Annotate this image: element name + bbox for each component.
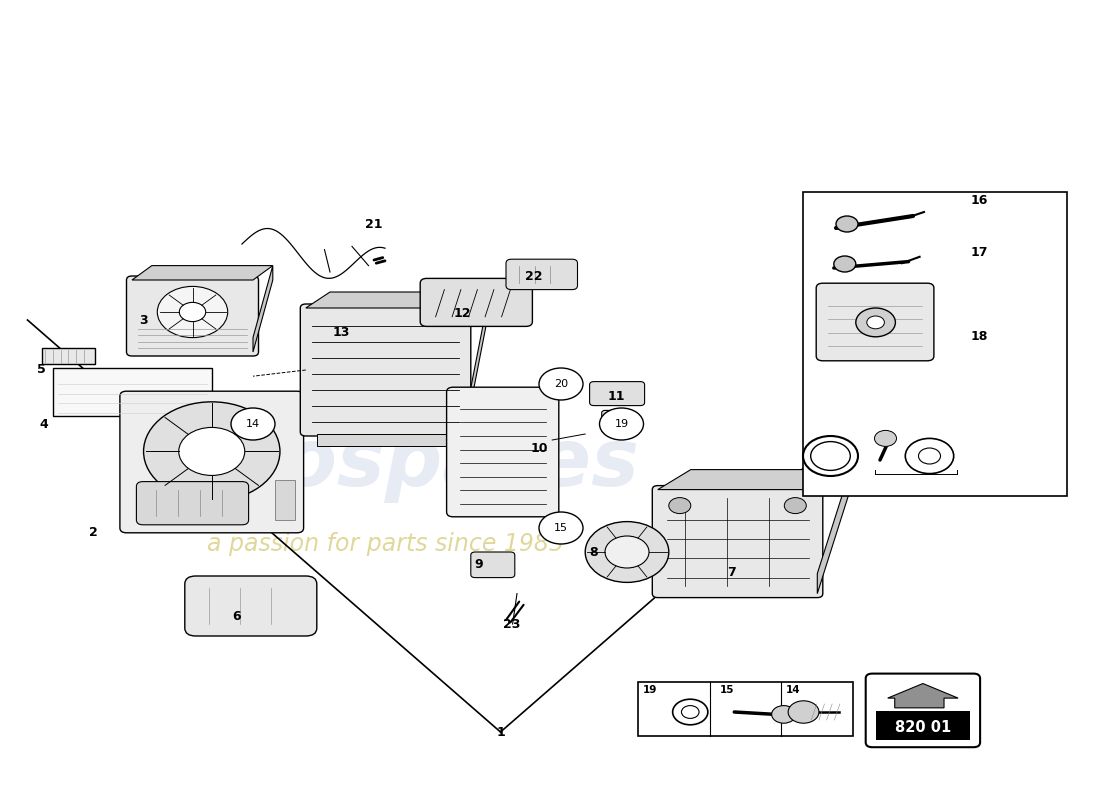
Circle shape	[539, 368, 583, 400]
Text: a passion for parts since 1985: a passion for parts since 1985	[207, 532, 563, 556]
Text: 13: 13	[332, 326, 350, 338]
Circle shape	[681, 706, 698, 718]
Circle shape	[874, 430, 896, 446]
Circle shape	[811, 442, 850, 470]
Text: 5: 5	[37, 363, 46, 376]
Text: 4: 4	[40, 418, 48, 430]
Circle shape	[788, 701, 818, 723]
Text: 10: 10	[530, 442, 548, 454]
Circle shape	[803, 436, 858, 476]
Text: 12: 12	[453, 307, 471, 320]
Circle shape	[231, 408, 275, 440]
FancyBboxPatch shape	[471, 552, 515, 578]
Bar	[317, 434, 454, 446]
FancyBboxPatch shape	[185, 576, 317, 636]
Circle shape	[834, 256, 856, 272]
Text: 7: 7	[727, 566, 736, 578]
Text: 23: 23	[503, 618, 520, 630]
Bar	[275, 480, 295, 520]
Circle shape	[157, 286, 228, 338]
Text: 3: 3	[139, 314, 147, 326]
Text: 19: 19	[615, 419, 628, 429]
FancyBboxPatch shape	[120, 391, 304, 533]
Polygon shape	[888, 683, 958, 708]
Text: 14: 14	[246, 419, 260, 429]
Text: 820 01: 820 01	[894, 721, 952, 735]
Text: 15: 15	[719, 685, 735, 694]
Bar	[638, 682, 852, 736]
Text: 14: 14	[785, 685, 801, 694]
FancyBboxPatch shape	[816, 283, 934, 361]
Bar	[42, 348, 95, 364]
Circle shape	[539, 512, 583, 544]
Text: 1: 1	[496, 726, 505, 738]
FancyBboxPatch shape	[602, 410, 626, 433]
Circle shape	[672, 699, 708, 725]
FancyBboxPatch shape	[300, 304, 471, 436]
Circle shape	[605, 536, 649, 568]
FancyBboxPatch shape	[590, 382, 645, 406]
Circle shape	[784, 498, 806, 514]
Circle shape	[669, 498, 691, 514]
Circle shape	[905, 438, 954, 474]
Text: 6: 6	[232, 610, 241, 622]
Polygon shape	[306, 292, 490, 308]
Circle shape	[600, 408, 643, 440]
Text: 11: 11	[607, 390, 625, 402]
Bar	[876, 710, 970, 740]
Circle shape	[143, 402, 279, 501]
Text: 8: 8	[590, 546, 598, 558]
Circle shape	[867, 316, 884, 329]
Polygon shape	[817, 470, 850, 594]
Text: 19: 19	[642, 685, 657, 694]
Polygon shape	[465, 292, 490, 432]
Text: 16: 16	[970, 194, 988, 206]
Text: 2: 2	[89, 526, 98, 538]
Circle shape	[772, 706, 796, 723]
Text: 21: 21	[365, 218, 383, 230]
FancyBboxPatch shape	[447, 387, 559, 517]
Text: 22: 22	[525, 270, 542, 282]
Text: 15: 15	[554, 523, 568, 533]
FancyBboxPatch shape	[506, 259, 578, 290]
Circle shape	[178, 427, 244, 475]
Text: eurospares: eurospares	[131, 425, 639, 503]
FancyBboxPatch shape	[126, 276, 258, 356]
Polygon shape	[132, 266, 273, 280]
Circle shape	[836, 216, 858, 232]
Text: 9: 9	[474, 558, 483, 570]
Circle shape	[585, 522, 669, 582]
FancyBboxPatch shape	[652, 486, 823, 598]
Circle shape	[918, 448, 940, 464]
Text: 20: 20	[554, 379, 568, 389]
Circle shape	[856, 308, 895, 337]
Text: 17: 17	[970, 246, 988, 258]
Polygon shape	[658, 470, 850, 490]
FancyBboxPatch shape	[420, 278, 532, 326]
Bar	[803, 192, 1067, 496]
Circle shape	[179, 302, 206, 322]
Polygon shape	[253, 266, 273, 352]
Text: 18: 18	[970, 330, 988, 342]
FancyBboxPatch shape	[866, 674, 980, 747]
FancyBboxPatch shape	[136, 482, 249, 525]
Bar	[53, 368, 212, 416]
